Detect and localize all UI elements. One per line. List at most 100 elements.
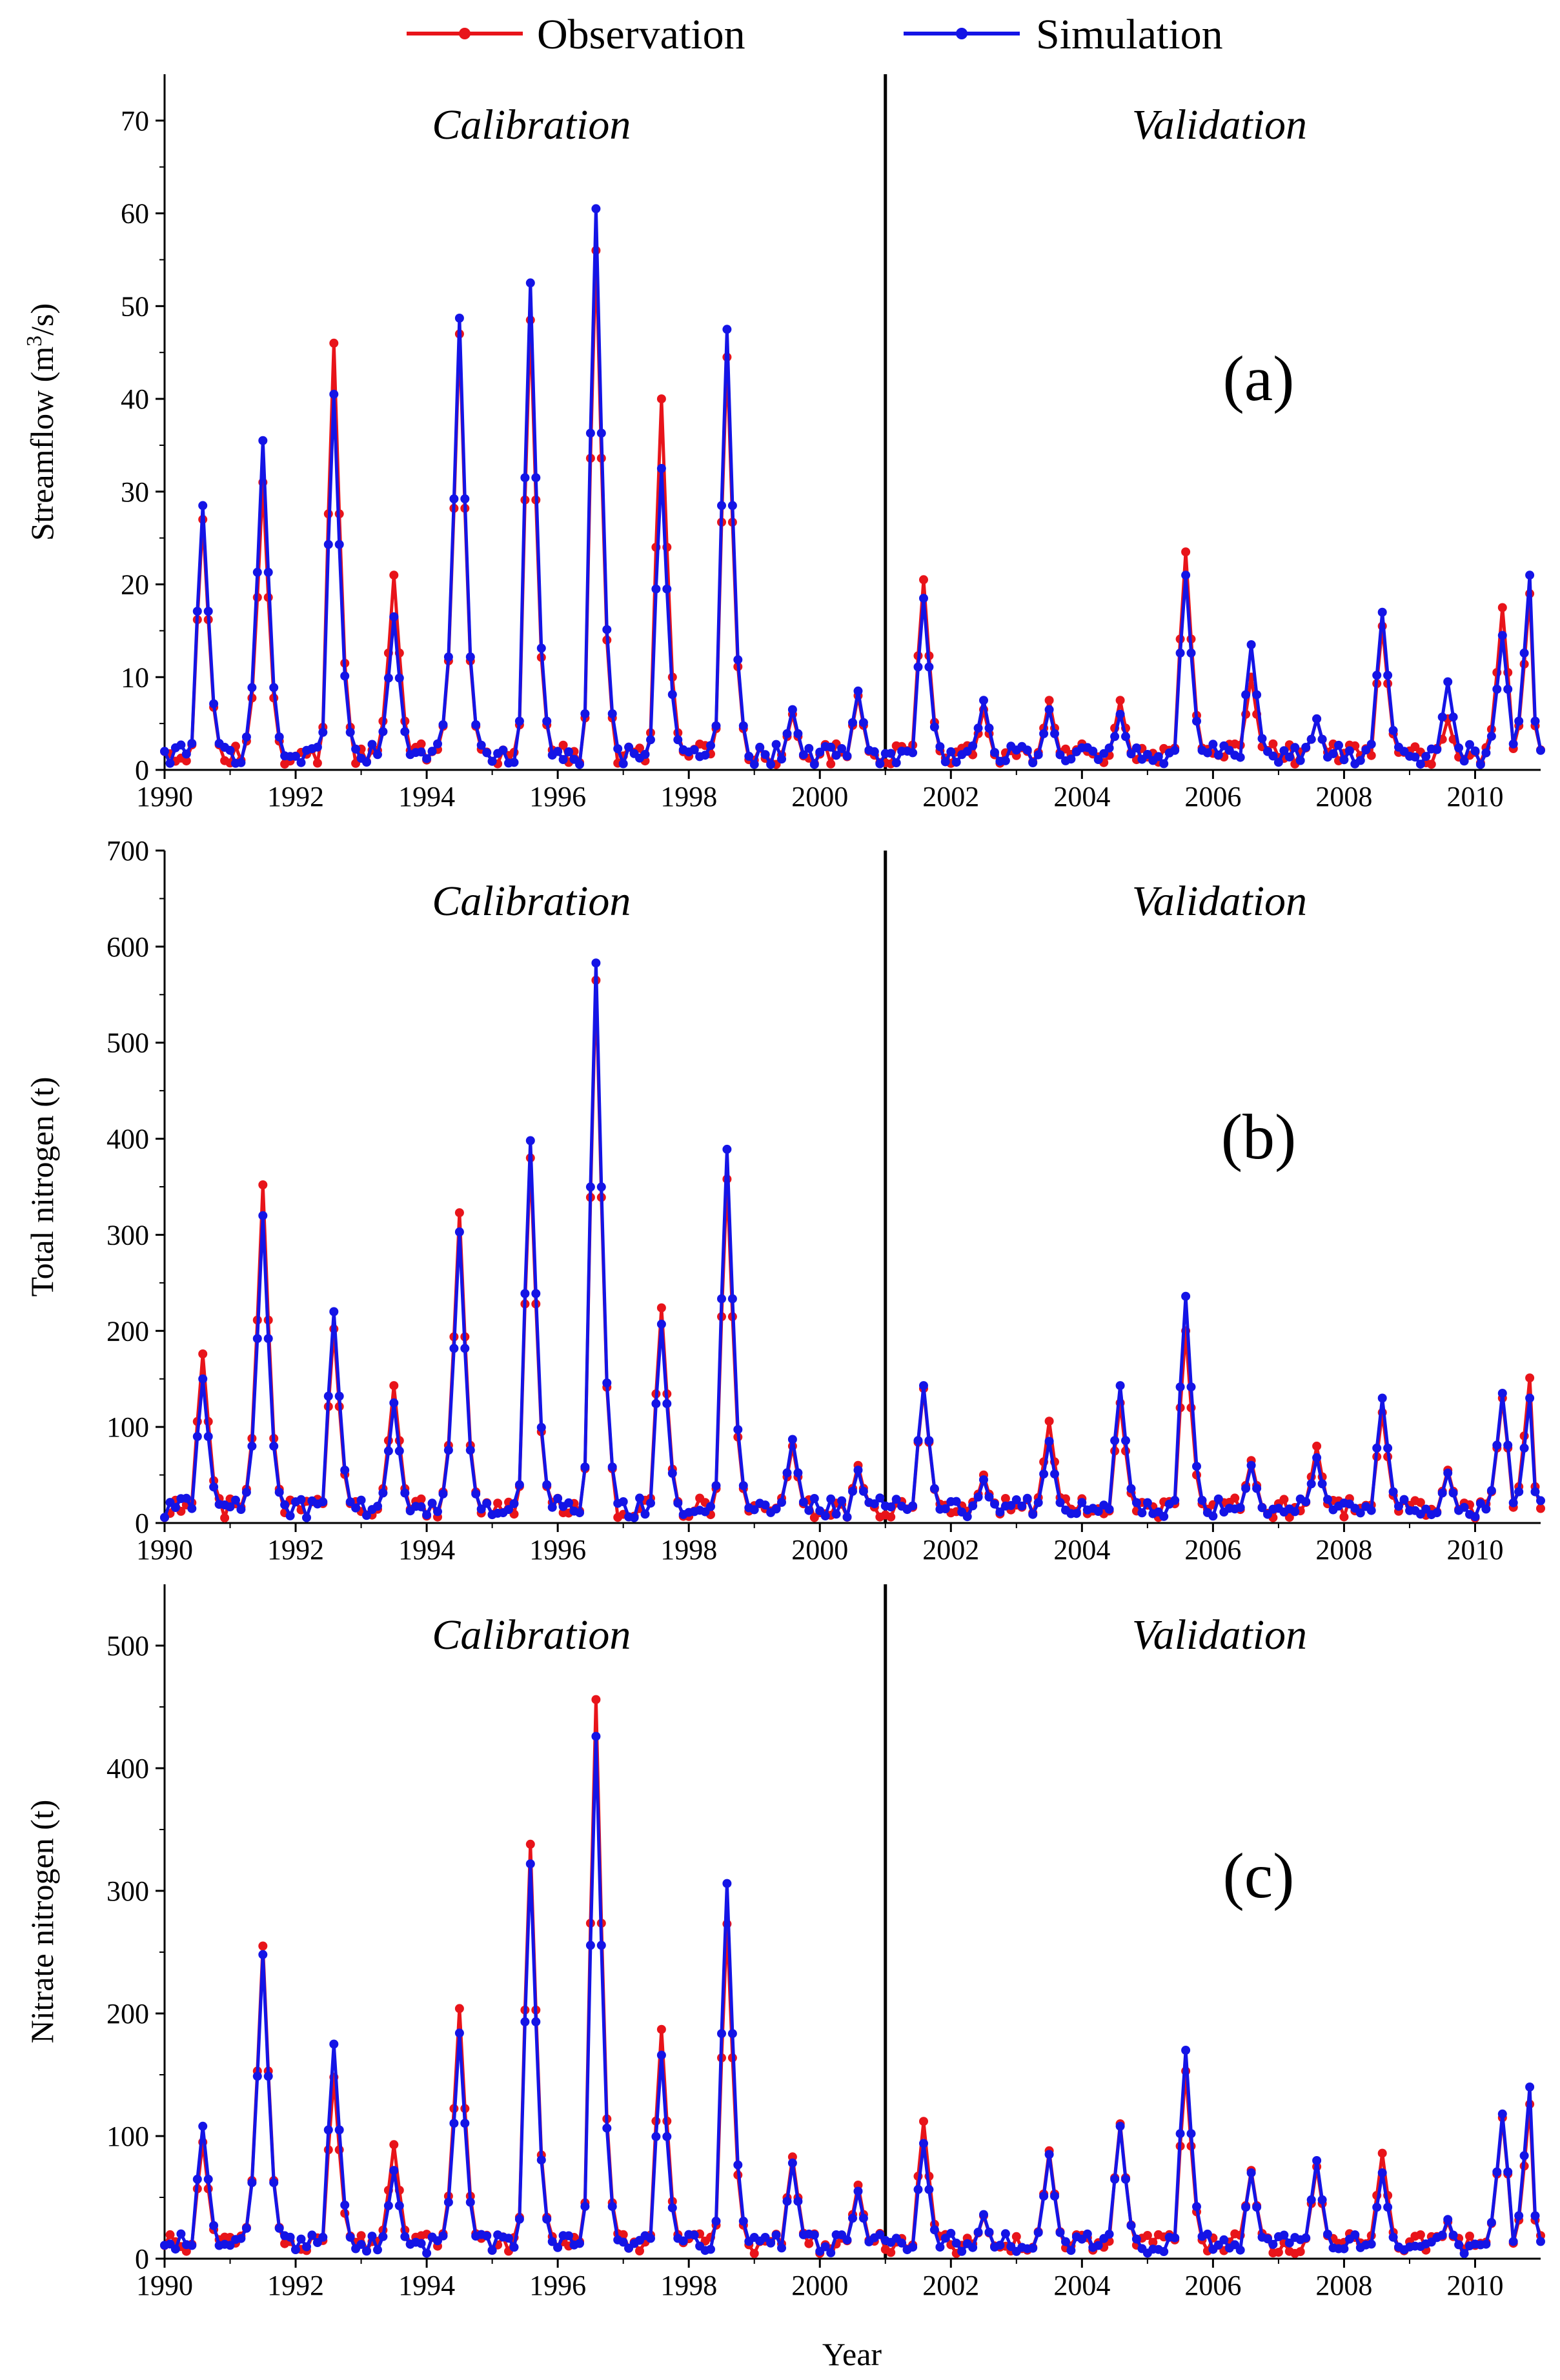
simulation-point — [1159, 2247, 1169, 2256]
simulation-point — [722, 1144, 732, 1154]
simulation-point — [886, 749, 896, 758]
simulation-point — [662, 1399, 672, 1409]
simulation-point — [1050, 1469, 1059, 1479]
simulation-point — [738, 2216, 748, 2226]
simulation-point — [280, 1500, 290, 1509]
simulation-point — [323, 540, 333, 549]
simulation-point — [362, 2246, 371, 2256]
simulation-point — [482, 748, 492, 758]
simulation-point — [1448, 1488, 1458, 1498]
simulation-point — [258, 436, 268, 445]
simulation-point — [340, 671, 350, 681]
simulation-point — [1263, 2234, 1272, 2244]
simulation-point — [1011, 1495, 1021, 1504]
simulation-point — [247, 1441, 257, 1451]
simulation-point — [334, 2125, 344, 2135]
simulation-point — [329, 2039, 339, 2049]
simulation-point — [1186, 648, 1196, 658]
simulation-point — [1503, 685, 1513, 694]
observation-point — [656, 1303, 666, 1313]
simulation-point — [367, 2232, 377, 2241]
simulation-point — [187, 1504, 197, 1513]
observation-point — [525, 1839, 535, 1849]
simulation-point — [1514, 716, 1524, 726]
simulation-point — [853, 2186, 863, 2196]
simulation-point — [1481, 1504, 1491, 1514]
simulation-point — [886, 1502, 896, 1512]
x-tick-label: 1990 — [136, 1534, 193, 1566]
simulation-point — [1306, 734, 1316, 744]
simulation-point — [1355, 1508, 1365, 1518]
simulation-point — [1006, 1500, 1016, 1510]
simulation-point — [482, 1498, 492, 1508]
simulation-point — [454, 1227, 464, 1236]
simulation-point — [203, 607, 213, 616]
simulation-point — [1213, 1494, 1223, 1504]
simulation-point — [525, 1859, 535, 1869]
simulation-point — [1530, 2211, 1540, 2221]
simulation-point — [449, 494, 459, 503]
simulation-point — [547, 2237, 557, 2246]
observation-point — [1268, 739, 1278, 749]
simulation-point — [1131, 743, 1141, 752]
simulation-point — [842, 1512, 852, 1522]
simulation-point — [940, 757, 950, 767]
simulation-point — [951, 758, 961, 767]
x-tick-label: 2008 — [1315, 1534, 1372, 1566]
simulation-point — [482, 2231, 492, 2241]
simulation-point — [536, 1422, 546, 1432]
simulation-point — [951, 2238, 961, 2248]
simulation-point — [564, 2231, 574, 2241]
simulation-point — [1519, 1443, 1529, 1453]
simulation-point — [929, 2225, 939, 2235]
simulation-point — [1257, 734, 1267, 743]
observation-point — [356, 2231, 366, 2241]
simulation-point — [973, 723, 983, 733]
simulation-point — [383, 673, 393, 683]
simulation-point — [711, 1481, 721, 1491]
y-tick-label: 400 — [106, 1124, 149, 1155]
simulation-point — [804, 1506, 814, 1515]
simulation-point — [476, 1504, 486, 1514]
simulation-point — [1525, 2082, 1535, 2092]
simulation-line — [164, 1735, 1543, 2255]
simulation-point — [1131, 1498, 1141, 1508]
simulation-point — [1186, 1382, 1196, 1392]
simulation-point — [585, 429, 595, 438]
observation-point — [1230, 1493, 1240, 1503]
simulation-point — [564, 747, 574, 756]
simulation-point — [727, 501, 737, 510]
simulation-point — [198, 2121, 208, 2131]
simulation-point — [1110, 2174, 1120, 2184]
simulation-point — [1050, 2192, 1059, 2201]
observation-point — [1295, 2247, 1305, 2257]
observation-point — [1525, 1373, 1535, 1383]
simulation-point — [1323, 2230, 1332, 2239]
simulation-point — [1039, 729, 1049, 738]
simulation-point — [231, 1495, 240, 1505]
simulation-point — [329, 1307, 339, 1316]
simulation-point — [1519, 2151, 1529, 2161]
simulation-point — [602, 625, 612, 634]
simulation-point — [913, 2184, 923, 2194]
simulation-point — [979, 2210, 988, 2219]
simulation-point — [1235, 752, 1245, 762]
observation-point — [635, 743, 644, 753]
simulation-point — [1481, 748, 1491, 758]
simulation-point — [1328, 749, 1338, 758]
simulation-point — [1071, 1509, 1081, 1518]
simulation-point — [536, 2155, 546, 2165]
x-tick-label: 2006 — [1184, 2270, 1241, 2301]
simulation-point — [1104, 2230, 1114, 2239]
simulation-point — [798, 750, 808, 760]
simulation-point — [646, 2234, 655, 2243]
simulation-point — [602, 2123, 612, 2133]
observation-point — [220, 1513, 230, 1523]
simulation-point — [1508, 1498, 1518, 1508]
x-tick-label: 1994 — [398, 1534, 455, 1566]
simulation-point — [1192, 1462, 1201, 1471]
simulation-point — [591, 958, 601, 968]
simulation-point — [1421, 1504, 1431, 1514]
simulation-point — [504, 2234, 513, 2243]
simulation-point — [1317, 1479, 1327, 1489]
